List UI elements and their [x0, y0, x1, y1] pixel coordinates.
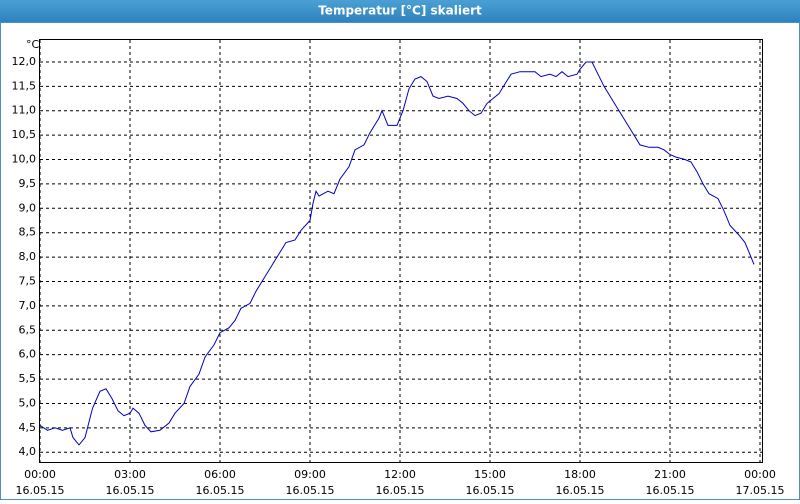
x-tick-date: 16.05.15: [376, 484, 425, 497]
line: [39, 61, 755, 446]
y-tick-label: 10,0: [12, 153, 37, 166]
y-tick-label: 9,5: [19, 177, 37, 190]
y-tick-label: 7,5: [19, 274, 37, 287]
x-tick-date: 17.05.15: [736, 484, 785, 497]
y-tick-label: 6,5: [19, 323, 37, 336]
y-tick-label: 10,5: [12, 128, 37, 141]
y-tick-label: 8,5: [19, 226, 37, 239]
y-tick-label: 11,5: [12, 79, 37, 92]
x-tick-date: 16.05.15: [646, 484, 695, 497]
chart-title: Temperatur [°C] skaliert: [318, 4, 482, 18]
x-tick-date: 16.05.15: [196, 484, 245, 497]
x-tick-date: 16.05.15: [556, 484, 605, 497]
x-tick-label: 18:00: [564, 468, 596, 481]
y-tick-label: 9,0: [19, 201, 37, 214]
y-tick-label: 4,5: [19, 421, 37, 434]
x-tick-label: 03:00: [114, 468, 146, 481]
x-tick-label: 00:00: [24, 468, 56, 481]
x-tick-label: 12:00: [384, 468, 416, 481]
title-bar: [0, 0, 800, 22]
x-tick-date: 16.05.15: [16, 484, 65, 497]
y-tick-label: 11,0: [12, 104, 37, 117]
plot-frame: [39, 39, 763, 463]
y-tick-label: 7,0: [19, 299, 37, 312]
y-tick-label: 4,0: [19, 445, 37, 458]
y-tick-label: 8,0: [19, 250, 37, 263]
x-tick-label: 06:00: [204, 468, 236, 481]
x-tick-date: 16.05.15: [286, 484, 335, 497]
y-tick-label: 5,5: [19, 372, 37, 385]
y-tick-label: 12,0: [12, 55, 37, 68]
y-tick-label: 6,0: [19, 348, 37, 361]
y-unit: °C: [26, 38, 40, 51]
x-tick-label: 00:00: [744, 468, 776, 481]
x-tick-label: 21:00: [654, 468, 686, 481]
y-tick-label: 5,0: [19, 396, 37, 409]
x-tick-date: 16.05.15: [106, 484, 155, 497]
x-tick-label: 15:00: [474, 468, 506, 481]
x-tick-date: 16.05.15: [466, 484, 515, 497]
x-tick-label: 09:00: [294, 468, 326, 481]
